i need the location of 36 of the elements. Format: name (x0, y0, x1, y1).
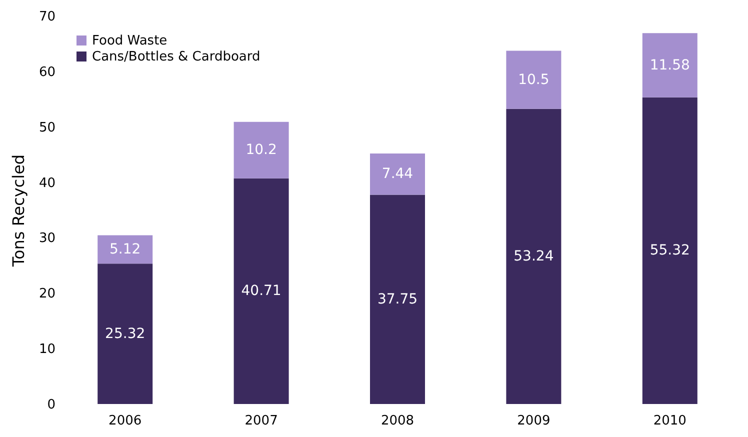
x-tick-label: 2010 (653, 414, 686, 428)
bar (98, 264, 153, 404)
y-tick-label: 70 (38, 10, 56, 24)
data-label: 10.5 (518, 72, 550, 88)
y-tick-label: 0 (47, 398, 56, 412)
bar (234, 122, 289, 178)
data-label: 11.58 (650, 57, 690, 74)
y-tick-label: 40 (38, 176, 56, 191)
data-label: 5.12 (110, 241, 141, 258)
bar (506, 108, 562, 404)
x-tick-label: 2008 (380, 414, 414, 428)
bar (642, 33, 698, 98)
data-label: 10.2 (246, 142, 277, 158)
data-label: 53.24 (514, 248, 554, 264)
legend-label: Food Waste (92, 34, 168, 48)
legend-label: Cans/Bottles & Cardboard (92, 50, 260, 64)
bar (506, 50, 562, 109)
x-tick-label: 2006 (108, 414, 142, 428)
y-tick-label: 50 (38, 120, 56, 136)
data-label: 7.44 (382, 166, 414, 182)
data-label: 25.32 (105, 326, 146, 342)
x-tick-label: 2009 (517, 414, 550, 428)
bar (370, 154, 425, 195)
bar (370, 194, 425, 404)
y-tick-label: 30 (38, 231, 56, 246)
y-tick-label: 60 (38, 64, 56, 80)
bar (234, 178, 289, 404)
y-tick-label: 20 (38, 286, 56, 302)
data-label: 55.32 (650, 242, 690, 259)
bar (98, 235, 153, 264)
y-axis-title: Tons Recycled (8, 154, 28, 268)
bar (642, 97, 698, 404)
data-label: 37.75 (377, 291, 418, 308)
x-tick-label: 2007 (244, 414, 278, 428)
y-tick-label: 10 (38, 342, 56, 358)
data-label: 40.71 (241, 283, 282, 300)
